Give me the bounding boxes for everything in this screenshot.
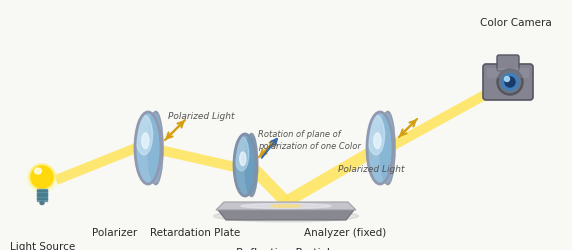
Polygon shape	[283, 148, 373, 207]
Polygon shape	[216, 202, 356, 210]
Ellipse shape	[367, 112, 393, 184]
FancyBboxPatch shape	[487, 68, 529, 78]
Text: Retardation Plate: Retardation Plate	[150, 228, 240, 238]
Ellipse shape	[34, 168, 42, 174]
Ellipse shape	[240, 152, 246, 166]
Ellipse shape	[40, 202, 44, 204]
Ellipse shape	[30, 168, 54, 190]
Ellipse shape	[246, 135, 256, 195]
Ellipse shape	[29, 164, 55, 190]
Bar	[37, 189, 47, 201]
Bar	[37, 190, 47, 191]
Ellipse shape	[235, 137, 249, 171]
Ellipse shape	[271, 205, 301, 207]
FancyBboxPatch shape	[483, 64, 533, 100]
Ellipse shape	[33, 170, 51, 188]
Text: Polarized Light: Polarized Light	[168, 112, 235, 121]
Ellipse shape	[135, 112, 161, 184]
Ellipse shape	[148, 112, 163, 184]
Ellipse shape	[245, 134, 258, 196]
Ellipse shape	[149, 114, 161, 182]
Text: Light Source: Light Source	[10, 242, 76, 250]
Bar	[37, 198, 47, 199]
Text: Reflecting Particle: Reflecting Particle	[236, 248, 336, 250]
Text: Rotation of plane of
polarization of one Color: Rotation of plane of polarization of one…	[258, 130, 361, 151]
Polygon shape	[218, 210, 354, 220]
Ellipse shape	[374, 133, 381, 149]
FancyBboxPatch shape	[497, 55, 519, 71]
Ellipse shape	[136, 115, 153, 155]
Bar	[37, 195, 47, 196]
Ellipse shape	[502, 74, 518, 90]
Text: Analyzer (fixed): Analyzer (fixed)	[304, 228, 386, 238]
Ellipse shape	[499, 72, 521, 92]
Polygon shape	[159, 145, 236, 172]
Text: Polarized Light: Polarized Light	[338, 165, 404, 174]
Ellipse shape	[505, 76, 510, 82]
Ellipse shape	[241, 204, 331, 208]
Bar	[37, 192, 47, 194]
Ellipse shape	[27, 165, 57, 193]
Ellipse shape	[31, 166, 53, 188]
Polygon shape	[390, 88, 492, 150]
Polygon shape	[54, 143, 138, 185]
Ellipse shape	[368, 115, 384, 155]
Ellipse shape	[149, 111, 163, 185]
Ellipse shape	[142, 133, 149, 149]
Ellipse shape	[505, 77, 515, 87]
Text: Polarizer: Polarizer	[92, 228, 138, 238]
Polygon shape	[251, 166, 291, 206]
Ellipse shape	[245, 134, 257, 196]
Ellipse shape	[497, 69, 523, 95]
Ellipse shape	[234, 134, 256, 196]
Text: Color Camera: Color Camera	[480, 18, 552, 28]
Ellipse shape	[381, 114, 394, 182]
Ellipse shape	[380, 111, 395, 185]
Ellipse shape	[379, 112, 395, 184]
Ellipse shape	[213, 210, 359, 222]
